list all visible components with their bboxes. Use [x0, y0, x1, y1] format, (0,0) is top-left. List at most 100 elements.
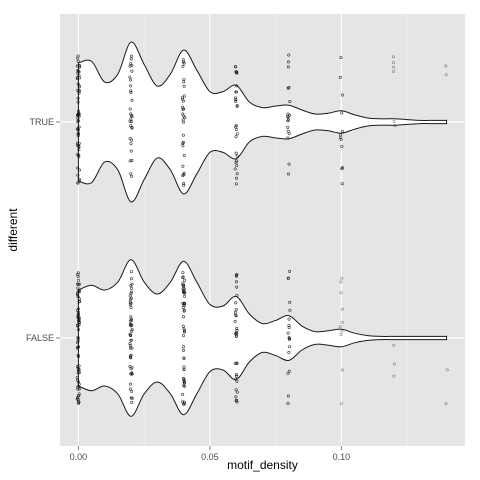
data-point [340, 368, 344, 372]
data-point [234, 99, 238, 103]
data-point [76, 282, 80, 286]
data-point [338, 325, 342, 329]
data-point [235, 361, 239, 365]
data-point [391, 61, 395, 65]
data-point [76, 96, 80, 100]
data-point [234, 308, 238, 312]
data-point [182, 315, 186, 319]
data-point [234, 334, 238, 338]
data-point [340, 276, 344, 280]
data-point [340, 320, 344, 324]
data-point [340, 167, 344, 171]
data-point [182, 182, 186, 186]
data-point [128, 300, 132, 304]
data-point [129, 84, 133, 88]
data-point [235, 104, 239, 108]
data-point [234, 84, 238, 88]
data-point [444, 402, 448, 406]
data-point [129, 90, 133, 94]
data-point [392, 343, 396, 347]
data-point [76, 132, 80, 136]
data-point [77, 179, 81, 183]
data-point [129, 270, 133, 274]
data-point [233, 310, 237, 314]
data-point [182, 283, 186, 287]
data-point [75, 141, 79, 145]
data-point [340, 93, 344, 97]
data-point [235, 172, 239, 176]
data-point [235, 272, 239, 276]
y-axis: TRUE FALSE [26, 117, 60, 343]
data-point [128, 354, 132, 358]
data-point [129, 78, 133, 82]
data-point [77, 382, 81, 386]
data-point [181, 334, 185, 338]
data-point [235, 285, 239, 289]
data-point [234, 98, 238, 102]
data-point [183, 384, 187, 388]
data-point [128, 64, 132, 68]
data-point [286, 371, 290, 375]
data-point [183, 94, 187, 98]
data-point [234, 395, 238, 399]
data-point [129, 334, 133, 338]
data-point [339, 137, 343, 141]
data-point [288, 337, 292, 341]
data-point [181, 271, 185, 275]
data-point [75, 127, 79, 131]
data-point [77, 125, 81, 129]
data-point [77, 141, 81, 145]
data-point [234, 90, 238, 94]
data-point [130, 54, 134, 58]
data-point [76, 295, 80, 299]
data-point [75, 64, 79, 68]
data-point [234, 151, 238, 155]
data-point [286, 119, 290, 123]
data-point [129, 277, 133, 281]
x-tick-label: 0.10 [333, 452, 351, 462]
data-point [444, 64, 448, 68]
data-point [128, 323, 132, 327]
data-point [286, 172, 290, 176]
data-point [77, 84, 81, 88]
data-point [235, 154, 239, 158]
data-point [77, 85, 81, 89]
jitter-points [75, 53, 449, 406]
data-point [75, 375, 79, 379]
data-point [76, 166, 80, 170]
data-point [235, 280, 239, 284]
data-point [235, 398, 239, 402]
data-point [392, 69, 396, 73]
data-point [287, 369, 291, 373]
data-point [129, 120, 133, 124]
data-point [130, 400, 134, 404]
data-point [339, 280, 343, 284]
data-point [76, 353, 80, 357]
data-point [235, 379, 239, 383]
data-point [130, 158, 134, 162]
data-point [181, 324, 185, 328]
data-point [182, 114, 186, 118]
data-point [77, 89, 81, 93]
data-point [181, 107, 185, 111]
data-point [129, 117, 133, 121]
data-point [287, 351, 291, 355]
data-point [77, 290, 81, 294]
data-point [233, 319, 237, 323]
data-point [181, 392, 185, 396]
data-point [234, 313, 238, 317]
data-point [76, 371, 80, 375]
data-point [286, 276, 290, 280]
data-point [130, 282, 134, 286]
data-point [76, 355, 80, 359]
data-point [233, 167, 237, 171]
data-point [182, 379, 186, 383]
data-point [77, 282, 81, 286]
data-point [76, 313, 80, 317]
data-point [76, 315, 80, 319]
data-point [129, 174, 133, 178]
data-point [183, 294, 187, 298]
x-tick-label: 0.00 [70, 452, 88, 462]
data-point [183, 330, 187, 334]
data-point [128, 319, 132, 323]
